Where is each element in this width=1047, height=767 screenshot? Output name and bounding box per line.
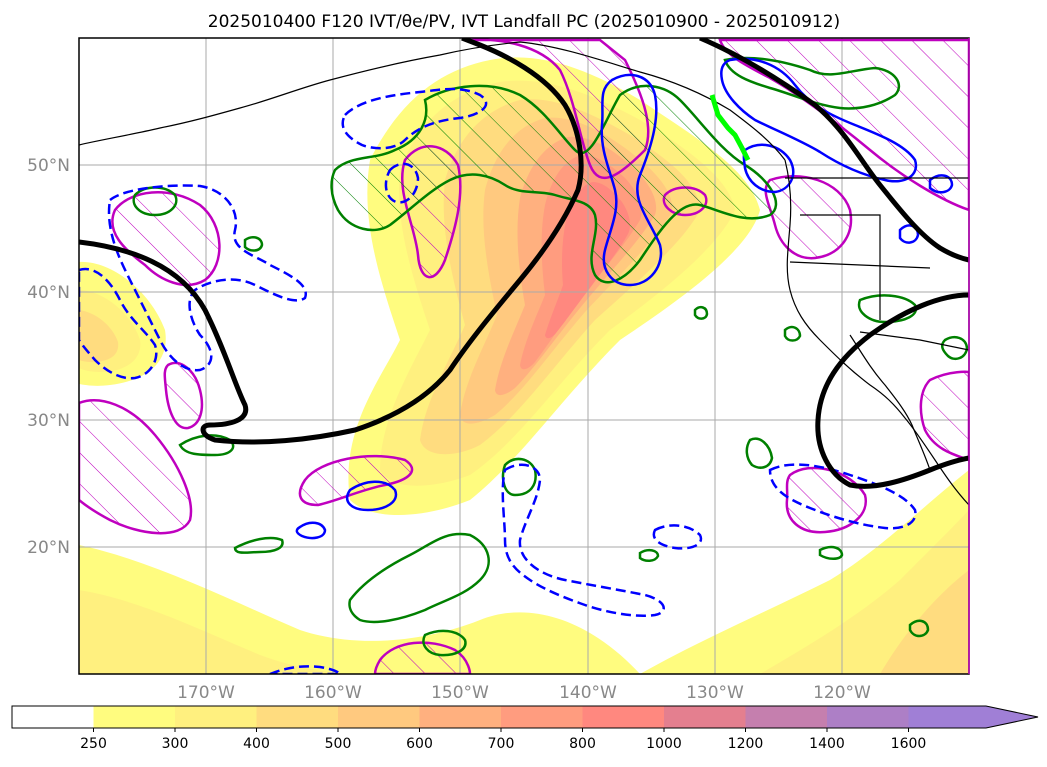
green-contour-haw2 — [233, 536, 284, 554]
colorbar-segment — [12, 706, 94, 728]
blue-dashed-nw — [107, 184, 307, 372]
colorbar-segment — [827, 706, 909, 728]
colorbar-segment — [745, 706, 828, 728]
green-contour-sub3 — [745, 437, 774, 469]
colorbar: 250 300 400 500 600 700 800 1000 1200 1400 1600 — [11, 705, 1039, 752]
colorbar-segment — [664, 706, 746, 728]
colorbar-level-label: 400 — [243, 736, 270, 752]
blue-solid-sub — [345, 480, 398, 512]
lat-tick-labels: 20°N 30°N 40°N 50°N — [27, 156, 70, 558]
colorbar-outline — [11, 705, 1039, 729]
colorbar-level-label: 1400 — [809, 736, 845, 752]
colorbar-level-label: 1000 — [646, 736, 682, 752]
lon-label-170w: 170°W — [177, 683, 235, 703]
green-contour-south — [422, 629, 467, 657]
border-states-1 — [800, 214, 881, 268]
green-contour-gulf — [330, 84, 778, 284]
pv-contour-canada — [699, 38, 969, 263]
green-contour-small4 — [243, 236, 264, 252]
magenta-contour-sub — [298, 454, 414, 507]
ivt-band-300-south — [79, 590, 360, 674]
lon-label-160w: 160°W — [304, 683, 362, 703]
lon-label-130w: 130°W — [686, 683, 744, 703]
colorbar-segment — [501, 706, 583, 728]
figure-title: 2025010400 F120 IVT/θe/PV, IVT Landfall … — [208, 12, 840, 32]
landfall-segment — [709, 94, 751, 162]
magenta-contour-mex — [919, 370, 969, 462]
blue-solid-small2 — [898, 224, 920, 244]
colorbar-segment — [93, 706, 176, 728]
green-contour-small2 — [783, 325, 802, 342]
green-contour-canada — [723, 56, 901, 110]
pv-contour-mex — [815, 292, 969, 489]
green-contour-sub2 — [501, 457, 537, 497]
colorbar-level-label: 300 — [162, 736, 189, 752]
green-theta-e-contours — [132, 56, 969, 657]
coastline-pnw — [784, 159, 969, 506]
lat-label-50: 50°N — [27, 156, 70, 176]
colorbar-level-label: 1600 — [891, 736, 927, 752]
blue-dashed-gulf — [341, 87, 488, 150]
colorbar-level-label: 500 — [325, 736, 352, 752]
blue-dashed-sub2 — [652, 524, 703, 550]
magenta-contour-west — [79, 399, 193, 535]
magenta-contour-south — [373, 641, 472, 674]
blue-solid-pnw — [742, 143, 795, 194]
green-contour-se1 — [818, 545, 844, 560]
coastline-alaska — [79, 41, 786, 161]
colorbar-level-label: 800 — [569, 736, 596, 752]
colorbar-segment — [338, 706, 420, 728]
colorbar-segment — [175, 706, 257, 728]
blue-solid-bc — [600, 73, 663, 287]
colorbar-level-label: 250 — [80, 736, 107, 752]
lat-label-20: 20°N — [27, 538, 70, 558]
colorbar-segment — [419, 706, 502, 728]
green-contour-se2 — [908, 619, 930, 638]
green-contour-mex2 — [940, 336, 969, 360]
black-pv-contours — [79, 38, 969, 489]
lon-label-120w: 120°W — [813, 683, 871, 703]
blue-dashed-sub — [501, 463, 665, 618]
blue-dashed-south — [269, 665, 342, 674]
border-states-2 — [789, 261, 931, 269]
lat-label-30: 30°N — [27, 411, 70, 431]
green-contour-small1 — [693, 305, 709, 320]
colorbar-segment — [908, 706, 1038, 728]
coastlines — [79, 41, 969, 506]
green-contour-mex1 — [857, 294, 918, 324]
magenta-contour-hawaii-n — [163, 361, 204, 430]
lat-label-40: 40°N — [27, 283, 70, 303]
colorbar-segments — [11, 705, 1039, 729]
colorbar-segment — [582, 706, 665, 728]
coastline-baja — [849, 334, 931, 471]
ivt-band-400-west — [79, 310, 119, 362]
lon-tick-labels: 170°W 160°W 150°W 140°W 130°W 120°W — [177, 683, 871, 703]
pv-contour-main — [79, 38, 584, 445]
lon-label-150w: 150°W — [431, 683, 489, 703]
colorbar-segment — [256, 706, 339, 728]
green-contour-sub1 — [348, 532, 490, 624]
border-us-mexico — [859, 331, 969, 351]
blue-solid-small3 — [928, 174, 954, 194]
blue-solid-small — [295, 521, 327, 540]
colorbar-level-label: 1200 — [728, 736, 764, 752]
lon-label-140w: 140°W — [559, 683, 617, 703]
blue-dashed-west — [79, 267, 158, 380]
colorbar-level-label: 700 — [488, 736, 515, 752]
blue-dashed-gulf2 — [384, 162, 420, 204]
colorbar-level-label: 600 — [406, 736, 433, 752]
map-area — [78, 37, 970, 675]
colorbar-tick-labels: 250 300 400 500 600 700 800 1000 1200 1400 1600 — [80, 728, 926, 752]
green-contour-small3 — [638, 548, 660, 562]
